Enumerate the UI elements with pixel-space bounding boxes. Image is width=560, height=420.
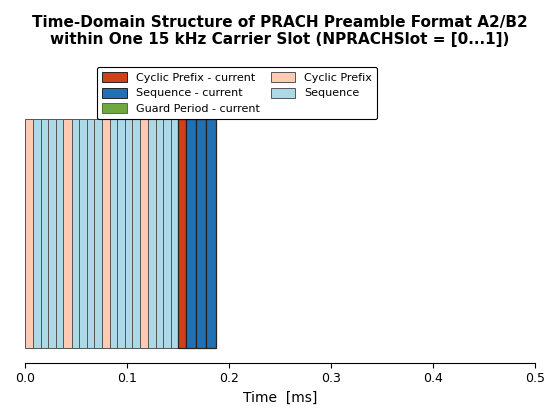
Bar bbox=[56, 119, 63, 347]
Bar bbox=[148, 119, 156, 347]
Bar bbox=[87, 119, 94, 347]
Bar bbox=[101, 119, 110, 347]
Bar bbox=[118, 119, 125, 347]
Bar bbox=[132, 119, 140, 347]
Bar bbox=[63, 119, 72, 347]
Title: Time-Domain Structure of PRACH Preamble Format A2/B2
within One 15 kHz Carrier S: Time-Domain Structure of PRACH Preamble … bbox=[32, 15, 528, 47]
Bar bbox=[197, 119, 206, 347]
Bar bbox=[72, 119, 79, 347]
Bar bbox=[41, 119, 48, 347]
Bar bbox=[186, 119, 197, 347]
Bar bbox=[171, 119, 178, 347]
Bar bbox=[156, 119, 163, 347]
X-axis label: Time  [ms]: Time [ms] bbox=[243, 391, 317, 405]
Bar bbox=[34, 119, 41, 347]
Bar bbox=[163, 119, 171, 347]
Bar bbox=[25, 119, 34, 347]
Bar bbox=[206, 119, 216, 347]
Legend: Cyclic Prefix - current, Sequence - current, Guard Period - current, Cyclic Pref: Cyclic Prefix - current, Sequence - curr… bbox=[97, 67, 377, 119]
Bar bbox=[178, 119, 186, 347]
Bar bbox=[94, 119, 101, 347]
Bar bbox=[79, 119, 87, 347]
Bar bbox=[110, 119, 118, 347]
Bar bbox=[125, 119, 132, 347]
Bar bbox=[140, 119, 148, 347]
Bar bbox=[48, 119, 56, 347]
